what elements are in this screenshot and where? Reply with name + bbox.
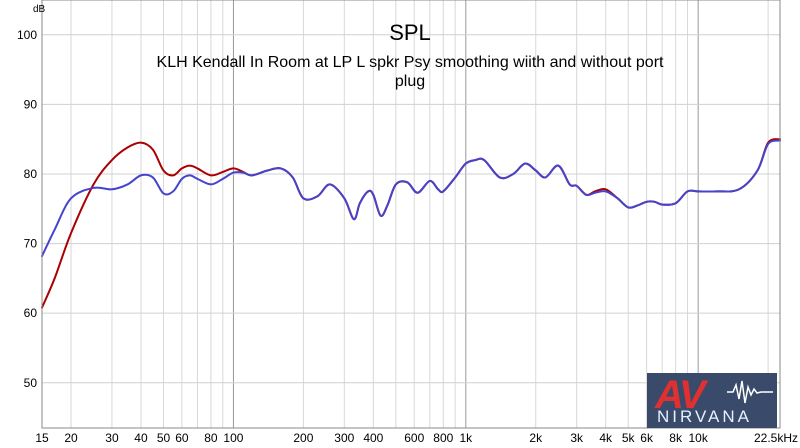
series-layer (41, 138, 781, 309)
x-tick-label: 6k (640, 431, 654, 445)
plot-background (42, 0, 780, 428)
x-tick-label: 22.5kHz (754, 431, 798, 445)
x-tick-label: 400 (363, 431, 383, 445)
plot-frame (41, 0, 781, 429)
x-tick-label: 2k (529, 431, 543, 445)
grid-lines (42, 0, 780, 428)
x-tick-label: 300 (334, 431, 354, 445)
x-tick-label: 600 (404, 431, 424, 445)
x-tick-label: 30 (105, 431, 119, 445)
y-tick-label: 100 (17, 28, 37, 42)
x-tick-label: 100 (223, 431, 243, 445)
series-line-2 (41, 139, 781, 258)
y-tick-labels: 50 60 70 80 90 100 (17, 28, 37, 390)
x-tick-labels: 15 20 30 40 50 60 80 100 200 300 400 600 800 1k 2k 3k 4k… (35, 431, 798, 445)
x-tick-label: 10k (688, 431, 708, 445)
x-tick-label: 800 (433, 431, 453, 445)
x-tick-label: 40 (134, 431, 148, 445)
x-tick-label: 50 (157, 431, 171, 445)
av-nirvana-logo: AV NIRVANA (647, 373, 777, 428)
x-tick-label: 3k (570, 431, 584, 445)
logo-letters: AV (655, 373, 706, 417)
y-tick-label: 90 (24, 97, 38, 111)
y-tick-label: 70 (24, 237, 38, 251)
y-axis-unit: dB (33, 4, 46, 15)
y-tick-label: 80 (24, 167, 38, 181)
x-tick-label: 80 (204, 431, 218, 445)
waveform-icon (727, 380, 773, 404)
logo-word: NIRVANA (657, 407, 753, 426)
x-tick-label: 4k (599, 431, 613, 445)
x-tick-label: 60 (175, 431, 189, 445)
x-tick-label: 200 (293, 431, 313, 445)
x-tick-label: 8k (669, 431, 683, 445)
x-tick-label: 1k (459, 431, 473, 445)
x-tick-label: 5k (622, 431, 636, 445)
y-tick-label: 60 (24, 306, 38, 320)
y-tick-label: 50 (24, 376, 38, 390)
x-tick-label: 20 (64, 431, 78, 445)
chart-subtitle: KLH Kendall In Room at LP L spkr Psy smo… (157, 54, 664, 90)
x-tick-label: 15 (35, 431, 49, 445)
chart-title: SPL (389, 20, 431, 45)
